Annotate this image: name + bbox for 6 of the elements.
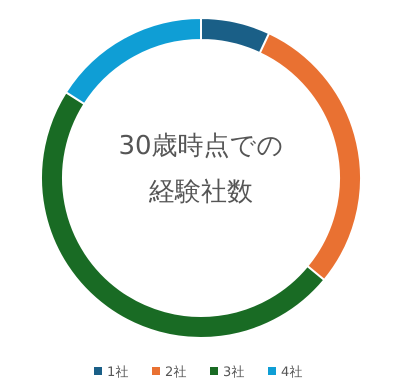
- legend-label: 4社: [281, 365, 302, 380]
- legend-label: 2社: [165, 365, 186, 380]
- legend-label: 1社: [107, 365, 128, 380]
- text: 30歳時点での: [118, 131, 284, 161]
- legend-label: 3社: [223, 365, 244, 380]
- text: 経験社数: [148, 177, 253, 207]
